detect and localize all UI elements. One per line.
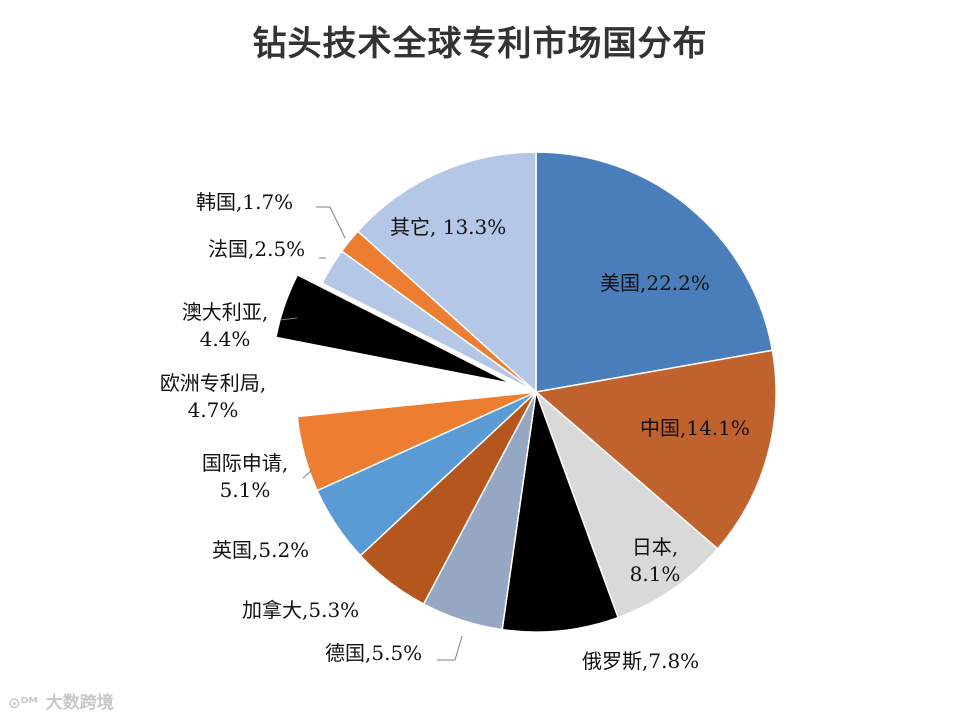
slice-label-10: 澳大利亚, 4.4% [181, 300, 269, 351]
slice-label-11: 法国,2.5% [208, 237, 306, 261]
slice-label-9: 欧洲专利局, 4.7% [159, 371, 267, 422]
slice-label-7: 英国,5.2% [212, 538, 310, 562]
slice-label-3: 日本, 8.1% [629, 535, 681, 586]
pie-slice-3 [534, 389, 719, 619]
slice-label-12: 韩国,1.7% [196, 190, 294, 214]
pie-slices [275, 151, 777, 633]
watermark-logo-icon: ⊙ᴰᴹ [8, 694, 38, 712]
leader-line-8 [302, 469, 313, 479]
slice-label-6: 加拿大,5.3% [242, 598, 360, 622]
leader-line-12 [316, 206, 346, 239]
slice-label-8: 国际申请, 5.1% [201, 451, 289, 502]
slice-label-4: 俄罗斯,7.8% [582, 649, 700, 673]
slice-label-1: 美国,22.2% [600, 271, 710, 295]
pie-slice-9 [295, 344, 537, 418]
slice-label-5: 德国,5.5% [325, 641, 423, 665]
pie-slice-1 [535, 151, 774, 393]
watermark: ⊙ᴰᴹ 大数跨境 [8, 688, 114, 713]
pie-slice-10 [275, 273, 512, 385]
chart-title: 钻头技术全球专利市场国分布 [252, 24, 708, 64]
slice-label-13: 其它, 13.3% [390, 215, 507, 239]
slice-label-2: 中国,14.1% [640, 416, 750, 440]
leader-lines [279, 206, 463, 661]
pie-slice-13 [356, 151, 537, 394]
watermark-text: 大数跨境 [45, 693, 114, 713]
pie-slice-4 [501, 391, 620, 633]
leader-line-10 [279, 317, 298, 321]
pie-slice-2 [534, 349, 777, 550]
leader-line-5 [437, 635, 463, 661]
